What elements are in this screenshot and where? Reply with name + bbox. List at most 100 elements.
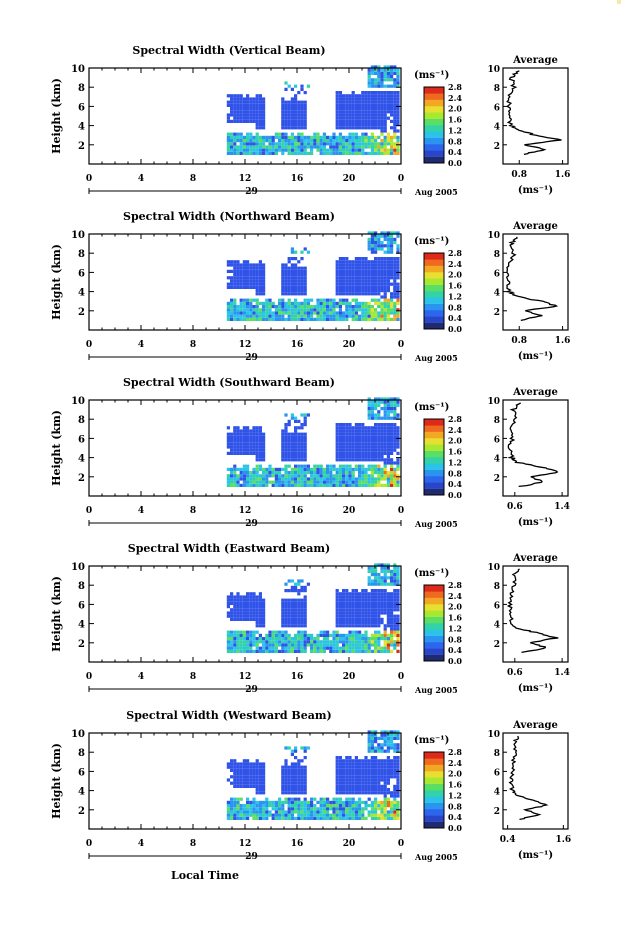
heatmap-cell xyxy=(290,116,294,120)
average-title: Average xyxy=(512,221,558,232)
average-x-tick-label: 0.8 xyxy=(511,336,527,346)
heatmap-cell xyxy=(348,617,352,621)
heatmap-cell xyxy=(297,110,301,114)
heatmap-cell xyxy=(390,746,394,750)
heatmap-cell xyxy=(303,775,307,779)
heatmap-cell xyxy=(367,119,371,123)
heatmap-cell xyxy=(338,448,342,452)
heatmap-cell xyxy=(345,116,349,120)
heatmap-cell xyxy=(316,467,320,471)
heatmap-cell xyxy=(281,107,285,111)
heatmap-cell xyxy=(239,107,243,111)
heatmap-cell xyxy=(351,467,355,471)
heatmap-cell xyxy=(329,305,333,309)
heatmap-cell xyxy=(354,756,358,760)
heatmap-cell xyxy=(268,810,272,814)
heatmap-cell xyxy=(383,416,387,420)
heatmap-cell xyxy=(358,123,362,127)
heatmap-cell xyxy=(351,592,355,596)
heatmap-cell xyxy=(233,135,237,139)
heatmap-cell xyxy=(374,579,378,583)
heatmap-cell xyxy=(236,279,240,283)
heatmap-cell xyxy=(377,426,381,430)
heatmap-cell xyxy=(281,637,285,641)
heatmap-cell xyxy=(380,483,384,487)
heatmap-cell xyxy=(278,301,282,305)
heatmap-cell xyxy=(370,643,374,647)
heatmap-cell xyxy=(396,75,400,79)
heatmap-cell xyxy=(287,419,291,423)
heatmap-cell xyxy=(303,282,307,286)
heatmap-cell xyxy=(377,477,381,481)
colorbar-tick-label: 2.4 xyxy=(448,259,462,269)
heatmap-cell xyxy=(370,800,374,804)
heatmap-cell xyxy=(242,598,246,602)
heatmap-cell xyxy=(396,139,400,143)
heatmap-cell xyxy=(374,317,378,321)
heatmap-cell xyxy=(396,736,400,740)
heatmap-cell xyxy=(287,145,291,149)
heatmap-cell xyxy=(313,646,317,650)
heatmap-cell xyxy=(396,269,400,273)
heatmap-cell xyxy=(393,605,397,609)
heatmap-cell xyxy=(361,314,365,318)
heatmap-cell xyxy=(300,759,304,763)
heatmap-cell xyxy=(383,730,387,734)
heatmap-cell xyxy=(396,78,400,82)
heatmap-cell xyxy=(348,97,352,101)
heatmap-cell xyxy=(300,800,304,804)
heatmap-cell xyxy=(249,442,253,446)
heatmap-cell xyxy=(290,637,294,641)
heatmap-cell xyxy=(265,467,269,471)
heatmap-cell xyxy=(386,279,390,283)
heatmap-cell xyxy=(348,279,352,283)
heatmap-cell xyxy=(374,740,378,744)
colorbar-swatch xyxy=(424,790,444,797)
heatmap-cell xyxy=(377,573,381,577)
heatmap-cell xyxy=(287,784,291,788)
heatmap-cell xyxy=(284,649,288,653)
heatmap-cell xyxy=(332,145,336,149)
heatmap-cell xyxy=(306,151,310,155)
heatmap-cell xyxy=(342,768,346,772)
heatmap-cell xyxy=(377,592,381,596)
heatmap-cell xyxy=(281,442,285,446)
heatmap-cell xyxy=(396,576,400,580)
heatmap-cell xyxy=(358,107,362,111)
heatmap-cell xyxy=(290,113,294,117)
heatmap-cell xyxy=(358,800,362,804)
heatmap-cell xyxy=(258,595,262,599)
heatmap-cell xyxy=(262,289,266,293)
heatmap-cell xyxy=(367,100,371,104)
heatmap-cell xyxy=(364,317,368,321)
heatmap-cell xyxy=(358,781,362,785)
heatmap-cell xyxy=(380,563,384,567)
heatmap-cell xyxy=(396,416,400,420)
heatmap-cell xyxy=(230,813,234,817)
heatmap-cell xyxy=(297,135,301,139)
heatmap-cell xyxy=(236,605,240,609)
heatmap-cell xyxy=(367,426,371,430)
heatmap-cell xyxy=(367,301,371,305)
x-tick-label: 20 xyxy=(343,506,356,516)
heatmap-cell xyxy=(338,458,342,462)
heatmap-cell xyxy=(390,791,394,795)
heatmap-cell xyxy=(380,601,384,605)
heatmap-cell xyxy=(255,263,259,267)
heatmap-cell xyxy=(236,445,240,449)
heatmap-cell xyxy=(319,145,323,149)
heatmap-cell xyxy=(377,237,381,241)
heatmap-cell xyxy=(300,413,304,417)
heatmap-cell xyxy=(386,100,390,104)
heatmap-cell xyxy=(348,273,352,277)
colorbar-tick-label: 0.0 xyxy=(448,656,462,666)
heatmap-cell xyxy=(383,797,387,801)
heatmap-cell xyxy=(332,467,336,471)
heatmap-cell xyxy=(294,142,298,146)
heatmap-cell xyxy=(361,614,365,618)
heatmap-cell xyxy=(396,630,400,634)
heatmap-cell xyxy=(303,442,307,446)
heatmap-cell xyxy=(236,116,240,120)
heatmap-cell xyxy=(249,630,253,634)
heatmap-cell xyxy=(303,103,307,107)
